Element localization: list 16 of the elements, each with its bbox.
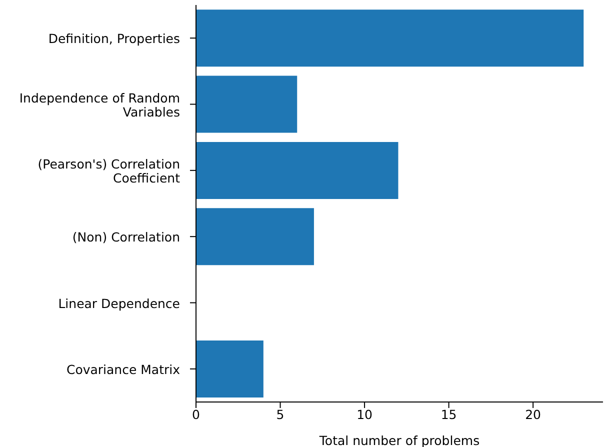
- y-tick-label: Independence of Random Variables: [19, 90, 180, 119]
- x-tick-label: 15: [440, 406, 457, 422]
- x-tick-label: 10: [356, 406, 373, 422]
- x-tick-label: 0: [192, 406, 200, 422]
- y-tick-label: Covariance Matrix: [66, 361, 180, 376]
- x-tick-label: 5: [276, 406, 284, 422]
- y-tick-label: (Non) Correlation: [72, 229, 180, 244]
- bar: [196, 340, 264, 398]
- y-tick-label: (Pearson's) Correlation Coefficient: [38, 156, 180, 185]
- y-tick-label: Definition, Properties: [48, 30, 180, 46]
- bar: [196, 142, 398, 199]
- x-tick-label: 20: [525, 406, 542, 422]
- bar: [196, 208, 314, 266]
- bar: [196, 76, 298, 133]
- bar: [196, 10, 584, 67]
- y-tick-label: Linear Dependence: [58, 295, 180, 310]
